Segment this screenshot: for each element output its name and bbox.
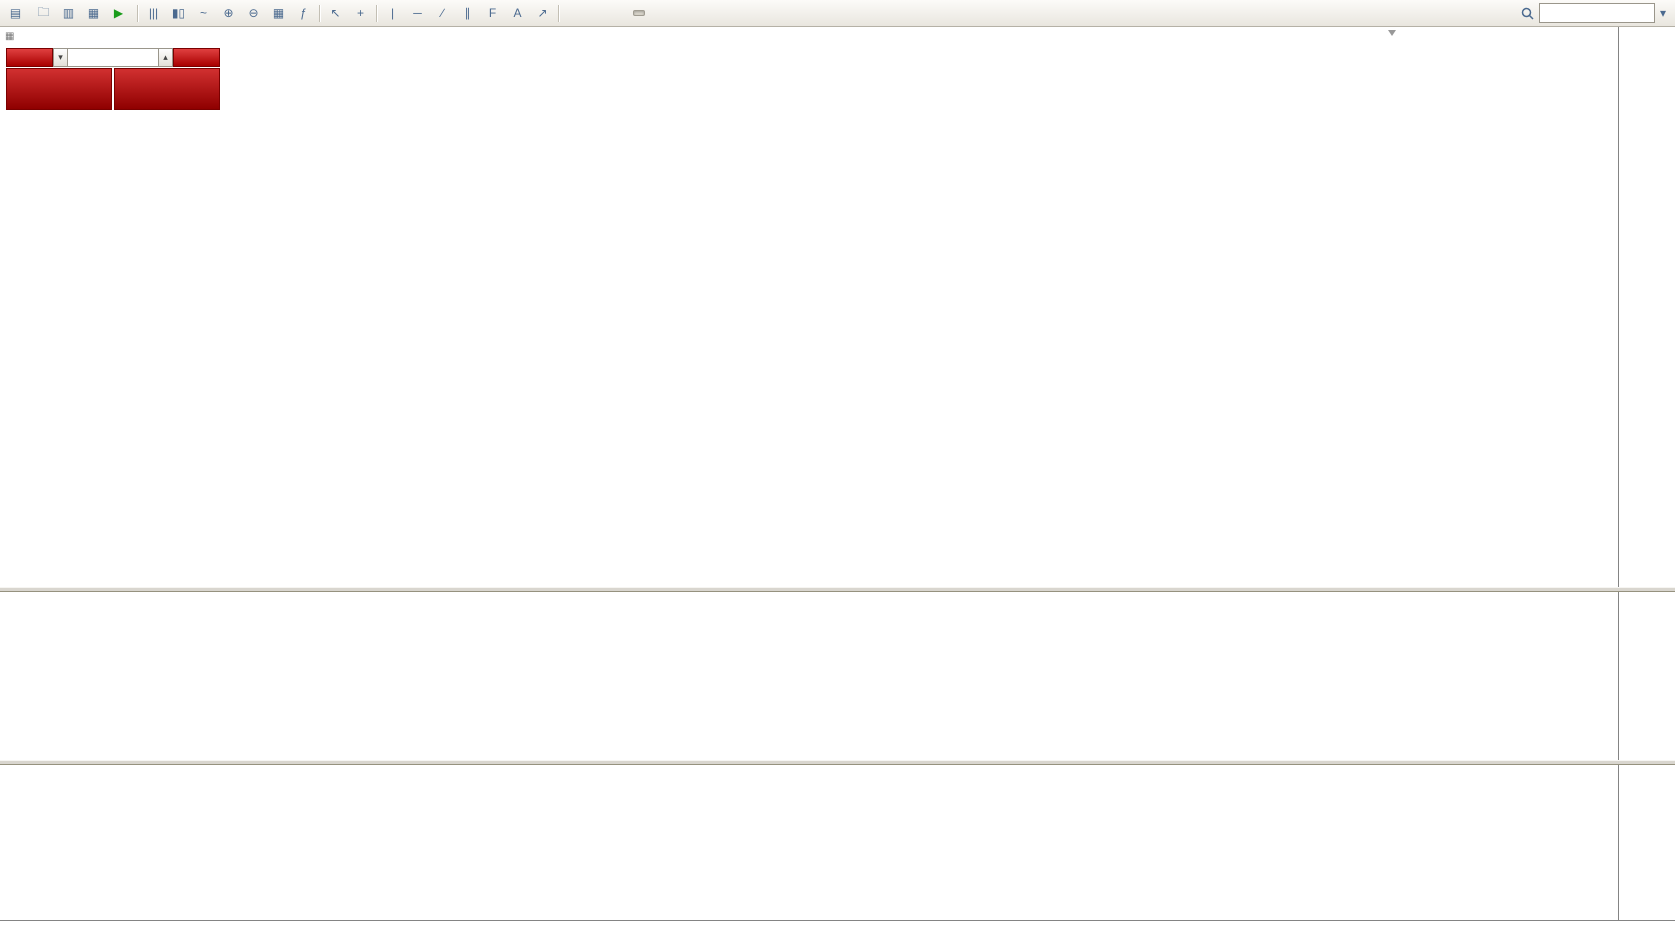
timeframe-m1-button[interactable]	[563, 10, 575, 16]
one-click-trading-widget: ▾ ▴	[6, 48, 220, 110]
panel-splitter[interactable]	[0, 760, 1675, 765]
volume-decrease-button[interactable]: ▾	[53, 48, 68, 67]
timeframe-m15-button[interactable]	[591, 10, 603, 16]
trendline-icon[interactable]: ∕	[441, 6, 444, 20]
tile-windows-icon[interactable]: ▦	[272, 6, 285, 20]
new-order-button[interactable]: ▤	[3, 2, 31, 24]
data-window-icon[interactable]: ▦	[87, 6, 100, 20]
channel-icon[interactable]: ∥	[464, 6, 471, 20]
macd-scale[interactable]	[1618, 592, 1675, 760]
charts-icon[interactable]: ▥	[62, 6, 75, 20]
sell-button[interactable]	[6, 48, 53, 67]
toolbar-separator	[319, 4, 320, 22]
macd-canvas[interactable]	[0, 592, 1618, 760]
sell-price-button[interactable]	[6, 68, 112, 110]
cursor-icon[interactable]: ↖	[330, 6, 341, 20]
chart-mini-icon: ▦	[5, 31, 15, 42]
arrows-icon[interactable]: ↗	[537, 6, 548, 20]
toolbar-separator	[376, 4, 377, 22]
fibonacci-icon[interactable]: F	[488, 6, 497, 20]
text-label-icon[interactable]: A	[513, 6, 522, 20]
indicators-icon[interactable]: ƒ	[300, 6, 307, 20]
buy-button[interactable]	[173, 48, 220, 67]
symbol-info: ▦	[5, 31, 18, 42]
macd-panel[interactable]	[0, 592, 1618, 760]
zoom-in-icon[interactable]: ⊕	[223, 6, 234, 20]
line-chart-icon[interactable]: ~	[199, 6, 207, 20]
price-scale[interactable]	[1618, 27, 1675, 587]
price-chart-canvas[interactable]	[0, 27, 1618, 587]
chart-shift-marker[interactable]	[1388, 30, 1396, 36]
crosshair-icon[interactable]: +	[356, 6, 364, 20]
bar-chart-icon[interactable]: |||	[148, 6, 159, 20]
search-input[interactable]	[1539, 3, 1655, 23]
buy-price-button[interactable]	[114, 68, 220, 110]
toolbar-separator	[137, 4, 138, 22]
rsi-canvas[interactable]	[0, 765, 1618, 920]
search-icon	[1519, 5, 1536, 21]
toolbar-separator	[558, 4, 559, 22]
timeframe-m30-button[interactable]	[605, 10, 617, 16]
timeframe-h1-button[interactable]	[619, 10, 631, 16]
candlestick-chart-icon[interactable]: ▮▯	[171, 6, 186, 20]
rsi-label	[4, 767, 10, 779]
timeframe-m5-button[interactable]	[577, 10, 589, 16]
new-order-icon: ▤	[9, 6, 22, 20]
volume-input[interactable]	[68, 48, 158, 67]
horizontal-line-icon[interactable]: ─	[413, 6, 422, 20]
macd-label	[4, 594, 16, 606]
profiles-icon[interactable]: 🗀	[37, 4, 50, 19]
toolbar: ▤ 🗀 ▥ ▦ ▶ ||| ▮▯ ~ ⊕ ⊖ ▦ ƒ ↖ + | ─ ∕ ∥ F…	[0, 0, 1675, 27]
timeframe-w1-button[interactable]	[661, 10, 673, 16]
volume-increase-button[interactable]: ▴	[158, 48, 173, 67]
panel-splitter[interactable]	[0, 587, 1675, 592]
rsi-panel[interactable]	[0, 765, 1618, 920]
timeframe-mn-button[interactable]	[675, 10, 687, 16]
rsi-scale[interactable]	[1618, 765, 1675, 920]
vertical-line-icon[interactable]: |	[390, 6, 395, 20]
auto-trading-button[interactable]: ▶	[106, 2, 134, 24]
auto-trading-icon: ▶	[113, 6, 124, 20]
main-chart-panel[interactable]: ▦ ▾ ▴	[0, 27, 1618, 587]
timeframe-d1-button[interactable]	[647, 10, 659, 16]
time-axis[interactable]	[0, 920, 1675, 949]
zoom-out-icon[interactable]: ⊖	[248, 6, 259, 20]
search-dropdown-icon[interactable]: ▾	[1659, 6, 1667, 20]
timeframe-h4-button[interactable]	[633, 10, 645, 16]
